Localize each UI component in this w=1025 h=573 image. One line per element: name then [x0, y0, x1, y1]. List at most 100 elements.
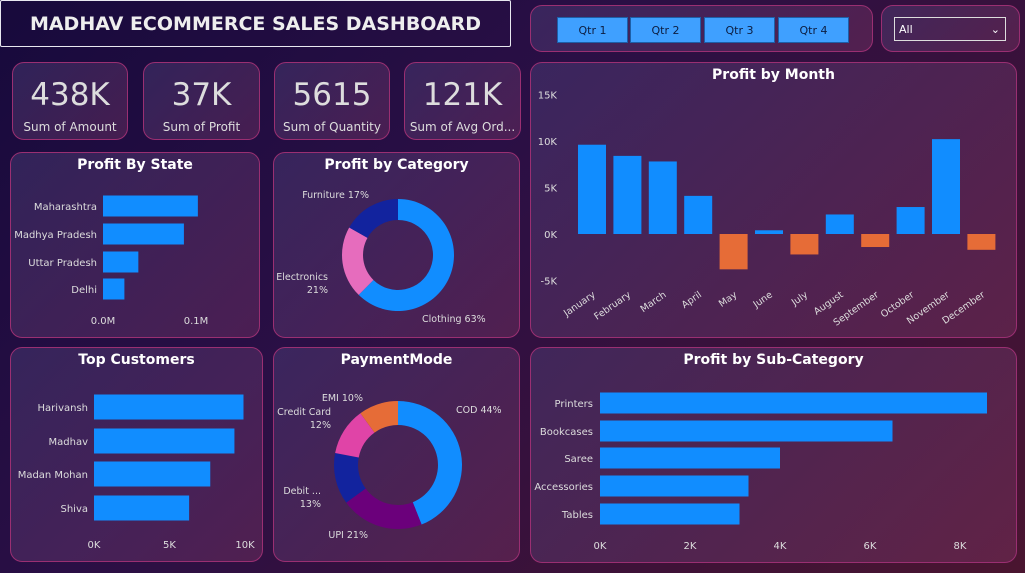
category-label: Madhav: [49, 437, 89, 448]
qtr3-button[interactable]: Qtr 3: [704, 17, 775, 43]
top-customers-chart: Top Customers Harivansh Madhav Madan Mohan S…: [10, 347, 263, 562]
x-tick-label: 0K: [594, 541, 607, 552]
chevron-down-icon: ⌄: [990, 22, 1000, 36]
kpi-value: 438K: [30, 77, 110, 113]
bar: [103, 251, 139, 273]
category-label: Harivansh: [38, 403, 88, 414]
chart-title: Top Customers: [78, 352, 195, 368]
category-label: Madan Mohan: [18, 470, 88, 481]
x-tick-label: April: [680, 289, 704, 310]
chart-title: Profit by Month: [712, 67, 835, 83]
y-tick-label: 5K: [544, 184, 557, 195]
kpi-card-quantity: 5615 Sum of Quantity: [274, 62, 390, 140]
slice-label: Debit ...: [283, 486, 321, 497]
bar: [94, 428, 235, 454]
donut-slice: [398, 401, 462, 525]
y-tick-label: 10K: [538, 137, 558, 148]
slice-label: Credit Card: [277, 407, 331, 418]
x-tick-label: 4K: [774, 541, 787, 552]
bar: [684, 195, 713, 234]
slice-label: Furniture 17%: [302, 190, 369, 201]
dashboard-title: MADHAV ECOMMERCE SALES DASHBOARD: [0, 0, 511, 47]
slice-label: 13%: [300, 499, 321, 510]
bar: [719, 234, 748, 270]
bar: [94, 394, 244, 420]
x-tick-label: 0.0M: [91, 316, 116, 327]
chart-title: PaymentMode: [340, 352, 453, 368]
kpi-label: Sum of Quantity: [283, 120, 381, 134]
donut-slice: [358, 199, 454, 311]
filter-dropdown[interactable]: All ⌄: [894, 17, 1006, 41]
category-label: Printers: [555, 399, 593, 410]
dropdown-value: All: [899, 22, 913, 36]
category-label: Accessories: [534, 482, 593, 493]
chart-title: Profit by Sub-Category: [683, 352, 864, 368]
category-label: Madhya Pradesh: [14, 230, 97, 241]
bar: [613, 155, 642, 234]
kpi-label: Sum of Amount: [23, 120, 117, 134]
chart-svg: COD 44% UPI 21% Debit ... 13% Credit Card 12%…: [277, 393, 502, 541]
donut-slice: [334, 453, 366, 503]
donut-slice: [346, 488, 422, 529]
bar: [600, 392, 987, 414]
bar: [578, 144, 606, 234]
kpi-card-avg-order: 121K Sum of Avg Ord...: [404, 62, 521, 140]
bar: [896, 207, 925, 234]
bar: [600, 420, 893, 442]
bar: [94, 495, 190, 521]
kpi-value: 121K: [422, 77, 503, 113]
category-label: Tables: [561, 510, 593, 521]
slice-label: Electronics: [276, 272, 328, 283]
filter-panel: All ⌄: [881, 5, 1020, 52]
kpi-card-profit: 37K Sum of Profit: [143, 62, 260, 140]
kpi-label: Sum of Avg Ord...: [409, 120, 516, 134]
x-tick-label: July: [789, 289, 810, 309]
category-label: Maharashtra: [34, 202, 97, 213]
bar: [103, 223, 184, 245]
x-tick-label: 10K: [235, 540, 255, 551]
qtr2-button[interactable]: Qtr 2: [630, 17, 701, 43]
bar: [103, 195, 198, 217]
bar: [790, 234, 819, 255]
x-tick-label: 0.1M: [184, 316, 209, 327]
bar: [600, 503, 740, 525]
donut-slice: [342, 227, 374, 295]
quarter-slicer: Qtr 1 Qtr 2 Qtr 3 Qtr 4: [530, 5, 873, 52]
kpi-label: Sum of Profit: [162, 120, 241, 134]
x-tick-label: 0K: [88, 540, 101, 551]
slice-label: UPI 21%: [328, 530, 368, 541]
category-label: Saree: [564, 454, 593, 465]
kpi-value: 5615: [292, 77, 372, 113]
qtr4-button[interactable]: Qtr 4: [778, 17, 849, 43]
bar: [94, 461, 211, 487]
chart-svg: Clothing 63% Electronics 21% Furniture 17%: [276, 190, 485, 325]
category-label: Bookcases: [540, 427, 593, 438]
bar: [755, 230, 783, 234]
y-tick-label: -5K: [540, 277, 557, 288]
bar: [648, 161, 677, 234]
chart-title: Profit By State: [77, 157, 193, 173]
y-tick-label: 15K: [538, 91, 558, 102]
x-tick-label: February: [592, 289, 633, 322]
profit-by-month-chart: Profit by Month 15K 10K 5K 0K -5K January Febru…: [530, 62, 1017, 338]
donut-slice: [335, 413, 375, 458]
x-tick-label: 6K: [864, 541, 877, 552]
x-tick-label: 5K: [163, 540, 176, 551]
x-tick-label: 8K: [954, 541, 967, 552]
x-tick-label: March: [638, 289, 668, 315]
bar: [600, 447, 780, 469]
chart-svg: Maharashtra Madhya Pradesh Uttar Pradesh De…: [14, 195, 209, 327]
chart-title: Profit by Category: [324, 157, 469, 173]
slice-label: COD 44%: [456, 405, 502, 416]
donut-slice: [349, 199, 398, 238]
kpi-card-amount: 438K Sum of Amount: [12, 62, 128, 140]
x-tick-label: 2K: [684, 541, 697, 552]
bar: [600, 475, 749, 497]
payment-mode-chart: PaymentMode COD 44% UPI 21% Debit ... 13% Cre…: [273, 347, 520, 562]
bar: [967, 234, 996, 250]
qtr1-button[interactable]: Qtr 1: [557, 17, 628, 43]
profit-by-category-chart: Profit by Category Clothing 63% Electronic…: [273, 152, 520, 338]
chart-svg: Printers Bookcases Saree Accessories Tables 0…: [534, 392, 987, 552]
category-label: Uttar Pradesh: [28, 258, 97, 269]
